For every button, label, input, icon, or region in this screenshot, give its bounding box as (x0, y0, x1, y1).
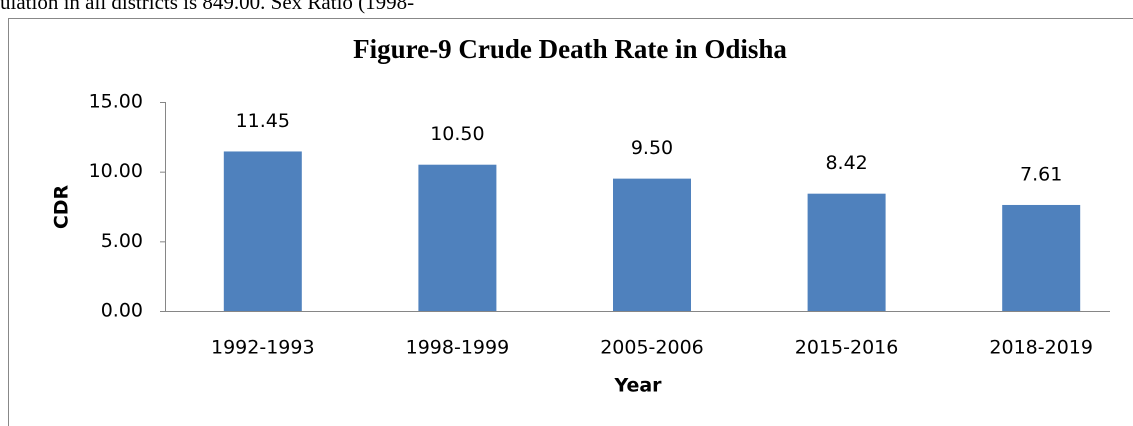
bar (613, 178, 691, 311)
x-tick-label: 1992-1993 (211, 337, 315, 359)
y-tick-label: 5.00 (101, 230, 143, 252)
bar (1002, 204, 1081, 311)
x-tick-label: 1998-1999 (406, 337, 510, 359)
x-axis-label: Year (613, 375, 662, 397)
y-tick-label: 0.00 (101, 300, 143, 322)
bar (418, 164, 497, 311)
y-axis-label: CDR (51, 184, 73, 229)
data-label: 8.42 (825, 152, 867, 174)
bar (807, 193, 886, 311)
x-tick-label: 2005-2006 (600, 337, 704, 359)
data-label: 7.61 (1020, 163, 1062, 185)
chart-title: Figure-9 Crude Death Rate in Odisha (353, 34, 787, 64)
data-label: 11.45 (236, 110, 290, 132)
page-text: ulation in all districts is 849.00. Sex … (0, 0, 414, 14)
y-tick-label: 15.00 (89, 91, 143, 113)
x-tick-label: 2015-2016 (795, 337, 899, 359)
bar (223, 151, 302, 311)
data-label: 10.50 (430, 123, 484, 145)
data-label: 9.50 (631, 137, 673, 159)
x-tick-label: 2018-2019 (989, 337, 1093, 359)
y-tick-label: 10.00 (89, 160, 143, 182)
